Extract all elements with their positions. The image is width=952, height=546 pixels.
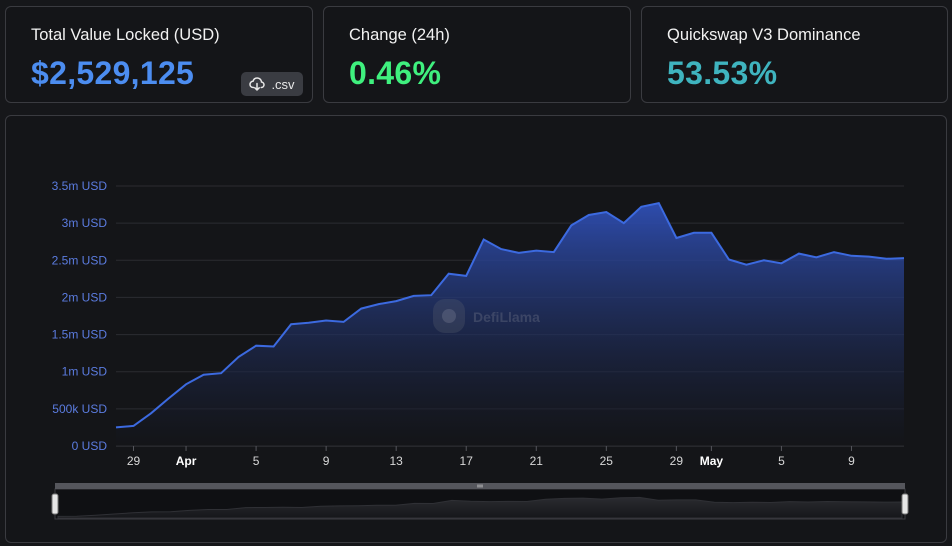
y-tick-label: 1m USD [62, 365, 108, 379]
tvl-value: $2,529,125 [31, 55, 195, 91]
cloud-download-icon [249, 77, 266, 91]
x-tick-label: 5 [253, 454, 260, 468]
x-tick-label: 29 [670, 454, 684, 468]
x-tick-label: 13 [389, 454, 403, 468]
tvl-chart: 0 USD 500k USD 1m USD 1.5m USD 2m USD 2.5m US… [51, 179, 909, 520]
range-slider-right-handle[interactable] [901, 493, 909, 515]
dominance-value: 53.53% [667, 55, 778, 91]
tvl-line [115, 201, 905, 429]
y-tick-label: 1.5m USD [52, 328, 108, 342]
dominance-card: Quickswap V3 Dominance 53.53% [641, 6, 948, 103]
x-tick-label: 21 [530, 454, 544, 468]
tvl-area-fill [116, 203, 904, 446]
csv-label: .csv [271, 76, 295, 92]
tvl-card: Total Value Locked (USD) $2,529,125 .csv [5, 6, 313, 103]
x-tick-label: 25 [600, 454, 614, 468]
x-tick-label: 9 [848, 454, 855, 468]
range-slider[interactable] [51, 483, 909, 520]
range-slider-grip-icon [477, 484, 483, 488]
y-tick-label: 3.5m USD [52, 179, 108, 193]
x-tick-label: May [700, 454, 724, 468]
y-tick-label: 0 USD [72, 439, 108, 453]
y-axis: 0 USD 500k USD 1m USD 1.5m USD 2m USD 2.5m US… [52, 179, 108, 453]
x-axis: 29 Apr 5 9 13 17 21 25 29 May 5 9 [127, 446, 855, 468]
watermark-text: DefiLlama [473, 309, 540, 325]
x-tick-label: 9 [323, 454, 330, 468]
change-card: Change (24h) 0.46% [323, 6, 631, 103]
change-label: Change (24h) [349, 26, 450, 44]
defillama-llama-icon [433, 299, 465, 333]
x-tick-label: 5 [778, 454, 785, 468]
x-tick-label: 29 [127, 454, 141, 468]
area-series [115, 201, 905, 446]
tvl-chart-card: 0 USD 500k USD 1m USD 1.5m USD 2m USD 2.5m US… [5, 115, 947, 543]
y-tick-label: 3m USD [62, 216, 108, 230]
watermark: DefiLlama [433, 299, 540, 333]
y-tick-label: 2.5m USD [52, 253, 108, 267]
tvl-label: Total Value Locked (USD) [31, 26, 220, 44]
range-slider-preview [57, 496, 903, 519]
y-tick-label: 2m USD [62, 290, 108, 304]
range-slider-left-handle[interactable] [51, 493, 59, 515]
x-tick-label: Apr [176, 454, 197, 468]
csv-download-button[interactable]: .csv [241, 72, 303, 96]
y-tick-label: 500k USD [52, 402, 107, 416]
x-tick-label: 17 [460, 454, 474, 468]
dominance-label: Quickswap V3 Dominance [667, 26, 861, 44]
change-value: 0.46% [349, 55, 442, 91]
